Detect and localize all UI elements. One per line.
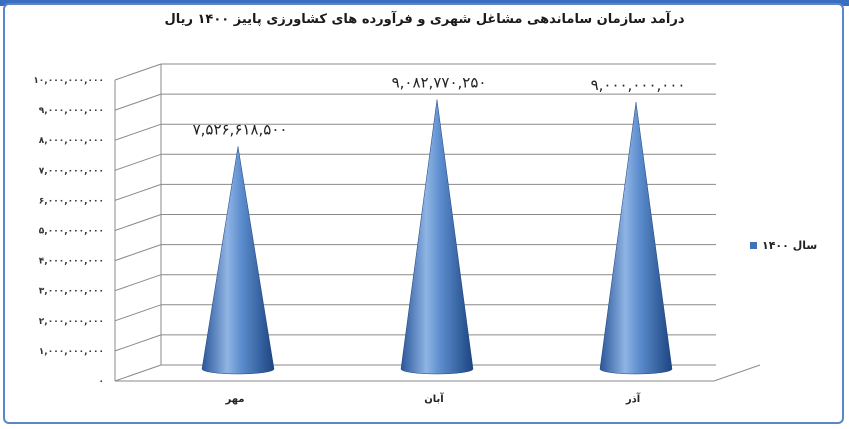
- y-tick-label: ۲,۰۰۰,۰۰۰,۰۰۰: [39, 317, 104, 327]
- y-tick-label: ۱۰,۰۰۰,۰۰۰,۰۰۰: [33, 76, 104, 86]
- gridline-side: [114, 214, 162, 231]
- y-tick-label: ۱,۰۰۰,۰۰۰,۰۰۰: [39, 347, 104, 357]
- gridline-side: [114, 274, 162, 292]
- gridline-side: [114, 364, 162, 382]
- data-label: ۹,۰۸۲,۷۷۰,۲۵۰: [392, 74, 487, 92]
- y-tick-label: ۸,۰۰۰,۰۰۰,۰۰۰: [39, 136, 104, 146]
- gridline-side: [114, 123, 162, 141]
- x-tick-label: آذر: [625, 392, 641, 405]
- cone-bar: [400, 99, 474, 375]
- y-tick-label: ۶,۰۰۰,۰۰۰,۰۰۰: [39, 196, 104, 206]
- y-tick-label: ۰: [99, 377, 105, 387]
- gridline-side: [114, 153, 162, 171]
- cone-bar: [599, 102, 673, 375]
- legend-label: سال ۱۴۰۰: [762, 239, 817, 252]
- x-tick-label: آبان: [424, 392, 444, 405]
- cone-bar: [201, 146, 275, 375]
- legend-swatch: [750, 242, 757, 249]
- y-tick-label: ۳,۰۰۰,۰۰۰,۰۰۰: [39, 287, 104, 297]
- data-label: ۹,۰۰۰,۰۰۰,۰۰۰: [591, 76, 686, 94]
- y-tick-label: ۵,۰۰۰,۰۰۰,۰۰۰: [39, 227, 104, 237]
- gridline-side: [114, 334, 162, 352]
- y-tick-label: ۴,۰۰۰,۰۰۰,۰۰۰: [39, 257, 104, 267]
- y-tick-label: ۹,۰۰۰,۰۰۰,۰۰۰: [39, 106, 104, 116]
- chart-title: درآمد سازمان ساماندهی مشاغل شهری و فرآور…: [164, 12, 685, 27]
- gridline-side: [114, 304, 162, 322]
- gridline-side: [114, 244, 162, 262]
- y-tick-label: ۷,۰۰۰,۰۰۰,۰۰۰: [39, 166, 104, 176]
- gridline-side: [114, 63, 162, 81]
- floor-front-edge: [115, 364, 761, 382]
- data-label: ۷,۵۲۶,۶۱۸,۵۰۰: [193, 120, 288, 138]
- gridline-side: [114, 93, 162, 111]
- gridline-side: [114, 183, 162, 201]
- x-tick-label: مهر: [224, 394, 244, 405]
